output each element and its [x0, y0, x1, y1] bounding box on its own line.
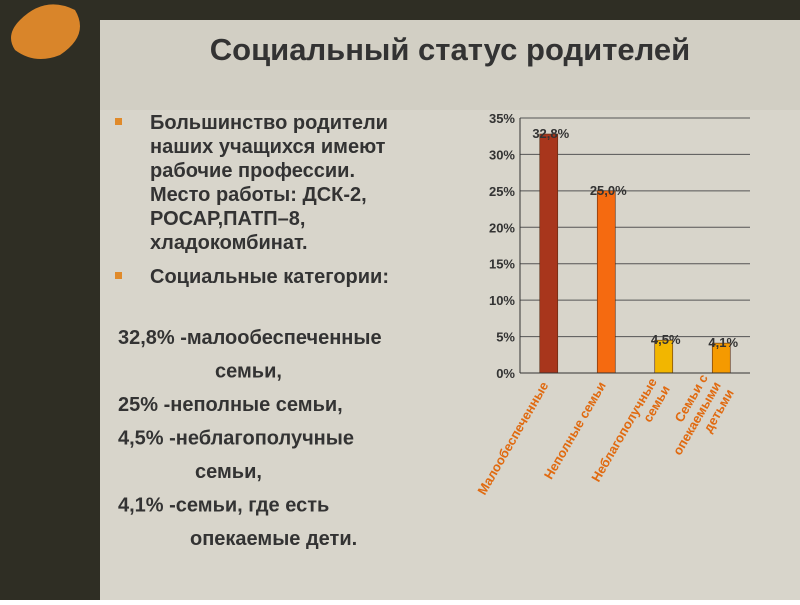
y-tick-label: 5% — [496, 330, 515, 345]
body-line: 25% -неполные семьи, — [118, 394, 343, 416]
body-line: семьи, — [195, 461, 262, 483]
bullet-marker — [115, 272, 122, 279]
bullet-text: Большинство родители — [150, 112, 388, 134]
value-label: 25,0% — [590, 183, 627, 198]
slide-title: Социальный статус родителей — [210, 32, 690, 67]
bar — [596, 190, 616, 374]
leaf-decoration — [11, 4, 80, 59]
panel — [100, 20, 800, 600]
y-tick-label: 15% — [489, 257, 515, 272]
bullet-text: рабочие профессии. — [150, 160, 355, 182]
y-tick-label: 20% — [489, 220, 515, 235]
value-label: 32,8% — [532, 126, 569, 141]
y-tick-label: 10% — [489, 293, 515, 308]
body-line: 4,1% -семьи, где есть — [118, 495, 329, 517]
bullet-text: хладокомбинат. — [150, 232, 308, 254]
y-tick-label: 25% — [489, 184, 515, 199]
y-tick-label: 30% — [489, 147, 515, 162]
bullet-text: РОСАР,ПАТП–8, — [150, 208, 305, 230]
bullet-marker — [115, 118, 122, 125]
value-label: 4,5% — [651, 332, 681, 347]
body-line: 32,8% -малообеспеченные — [118, 327, 382, 349]
bullet-text: наших учащихся имеют — [150, 136, 386, 158]
bullet-text: Социальные категории: — [150, 266, 389, 288]
bar — [539, 133, 559, 374]
body-line: семьи, — [215, 361, 282, 383]
value-label: 4,1% — [708, 335, 738, 350]
y-tick-label: 0% — [496, 366, 515, 381]
bullet-text: Место работы: ДСК-2, — [150, 184, 367, 206]
body-line: 4,5% -неблагополучные — [118, 428, 354, 450]
y-tick-label: 35% — [489, 111, 515, 126]
title-band — [100, 20, 800, 110]
body-line: опекаемые дети. — [190, 528, 357, 550]
